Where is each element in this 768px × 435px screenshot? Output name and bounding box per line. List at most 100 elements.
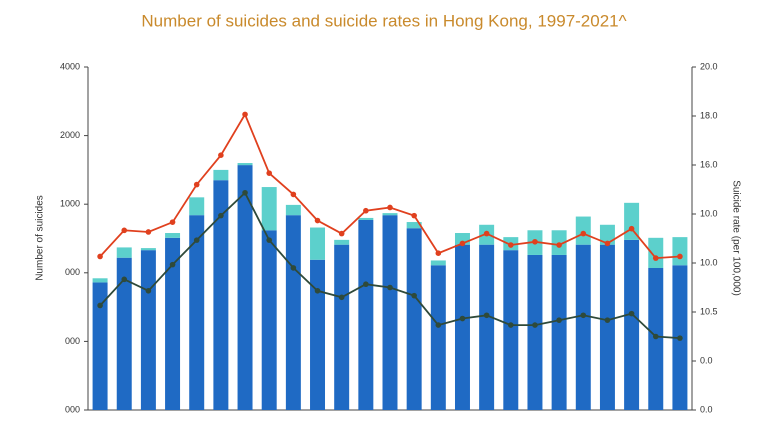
bar xyxy=(358,217,374,220)
line-point xyxy=(532,238,538,245)
bar xyxy=(285,215,301,410)
bar xyxy=(454,233,470,245)
bar xyxy=(575,216,591,245)
y2-tick-label: 20.0 xyxy=(700,61,718,71)
bar xyxy=(116,257,132,410)
bar xyxy=(237,163,253,166)
y2-tick-label: 10.0 xyxy=(700,257,718,267)
line-point xyxy=(169,261,176,268)
y-tick-label: 1000 xyxy=(60,199,80,209)
line-point xyxy=(145,229,152,235)
line-point xyxy=(169,219,176,225)
line-point xyxy=(677,253,683,260)
line-point xyxy=(266,170,273,176)
bar xyxy=(382,215,398,410)
bar xyxy=(454,244,470,410)
line-point xyxy=(604,317,611,323)
y2-tick-label: 18.0 xyxy=(700,110,718,120)
bar xyxy=(116,247,132,258)
line-point xyxy=(459,240,466,247)
line-point xyxy=(556,317,562,323)
bar xyxy=(430,265,446,410)
bar xyxy=(575,244,591,410)
line-point xyxy=(435,322,442,328)
bar xyxy=(406,228,422,410)
line-point xyxy=(532,322,538,328)
line-point xyxy=(459,315,466,322)
chart-title: Number of suicides and suicide rates in … xyxy=(141,11,626,30)
bar xyxy=(551,254,567,410)
line-point xyxy=(97,302,103,309)
line-point xyxy=(580,230,587,237)
line-point xyxy=(508,242,514,248)
line-point xyxy=(290,265,297,271)
bar xyxy=(358,219,374,410)
line-point xyxy=(338,294,345,301)
y-tick-label: 000 xyxy=(65,267,80,277)
line-point xyxy=(218,212,224,219)
bar xyxy=(261,230,277,410)
bar xyxy=(213,169,229,181)
line-point xyxy=(338,230,345,237)
line-point xyxy=(193,237,200,243)
bar xyxy=(503,250,519,410)
bar xyxy=(140,248,156,251)
line-point xyxy=(483,230,490,237)
y-axis-title: Number of suicides xyxy=(35,195,46,281)
line-point xyxy=(266,237,273,243)
line-point xyxy=(677,335,683,341)
y-tick-label: 000 xyxy=(65,404,80,414)
bar xyxy=(334,244,350,410)
y2-tick-label: 16.0 xyxy=(700,159,718,169)
bar xyxy=(237,165,253,410)
y-tick-label: 2000 xyxy=(60,130,80,140)
line-point xyxy=(97,253,103,260)
bar xyxy=(165,233,181,238)
bar xyxy=(334,239,350,245)
line-point xyxy=(145,287,152,294)
bar xyxy=(140,250,156,410)
line-point xyxy=(556,242,562,248)
bar xyxy=(430,260,446,266)
line-point xyxy=(242,189,248,196)
line-point xyxy=(604,240,611,247)
bar xyxy=(261,187,277,231)
y2-tick-label: 10.5 xyxy=(700,306,718,316)
y2-tick-label: 0.0 xyxy=(700,404,713,414)
line-point xyxy=(121,276,128,283)
line-point xyxy=(652,255,659,261)
line-point xyxy=(363,207,369,214)
line-point xyxy=(411,292,417,299)
bar xyxy=(599,244,615,410)
bar xyxy=(189,215,205,410)
line-point xyxy=(411,212,417,219)
bar xyxy=(406,222,422,229)
bar xyxy=(672,237,688,266)
y-tick-label: 000 xyxy=(65,336,80,346)
y-tick-label: 4000 xyxy=(60,61,80,71)
bar xyxy=(310,227,326,260)
bar xyxy=(92,278,108,283)
bar xyxy=(527,254,543,410)
bar xyxy=(382,213,398,216)
line-point xyxy=(242,111,248,118)
bar xyxy=(599,224,615,245)
line-point xyxy=(290,191,297,198)
line-point xyxy=(508,322,514,328)
bar xyxy=(92,282,108,410)
bar xyxy=(285,204,301,216)
line-point xyxy=(314,217,321,224)
bar xyxy=(624,239,640,410)
line-point xyxy=(363,281,369,288)
line-point xyxy=(387,284,393,291)
bar xyxy=(479,244,495,410)
line-point xyxy=(121,227,128,234)
line-point xyxy=(580,312,587,319)
bar xyxy=(213,180,229,410)
line-point xyxy=(314,287,321,294)
line-point xyxy=(483,312,490,319)
line-point xyxy=(193,181,200,188)
line-point xyxy=(387,204,393,211)
